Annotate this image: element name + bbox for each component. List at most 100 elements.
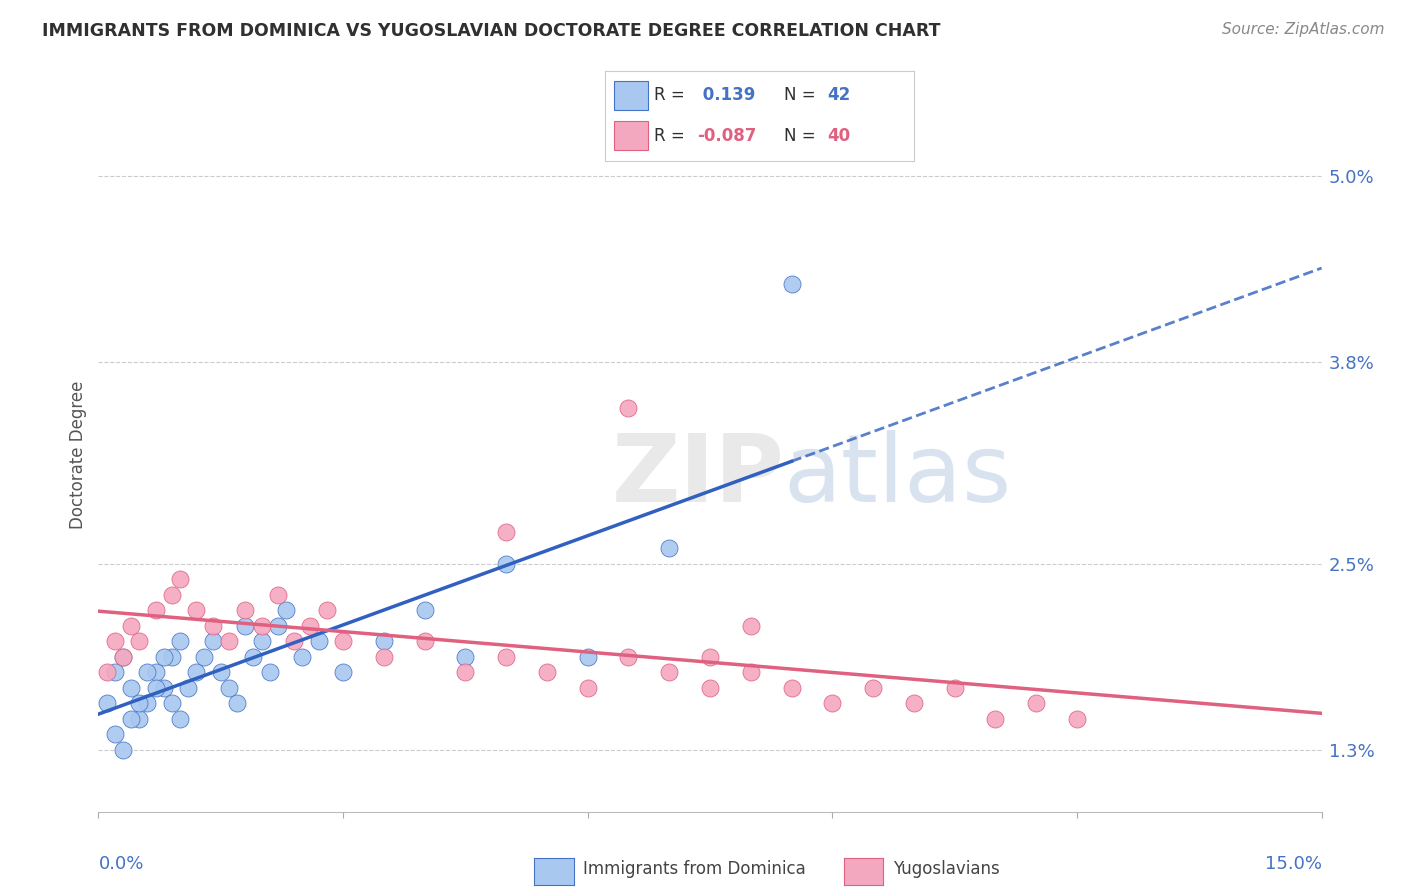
Point <box>903 696 925 710</box>
Point <box>186 603 208 617</box>
Point <box>454 649 477 664</box>
Point <box>1025 696 1047 710</box>
Point <box>120 712 142 726</box>
Bar <box>614 81 648 110</box>
Text: ZIP: ZIP <box>612 430 785 523</box>
Text: 42: 42 <box>827 87 851 104</box>
Point <box>177 681 200 695</box>
Point <box>218 681 240 695</box>
Point <box>145 681 167 695</box>
Point <box>104 634 127 648</box>
Point <box>740 618 762 632</box>
Point <box>576 649 599 664</box>
Point <box>315 603 337 617</box>
Text: 0.0%: 0.0% <box>98 855 143 872</box>
Point <box>128 696 150 710</box>
Point <box>373 649 395 664</box>
Text: IMMIGRANTS FROM DOMINICA VS YUGOSLAVIAN DOCTORATE DEGREE CORRELATION CHART: IMMIGRANTS FROM DOMINICA VS YUGOSLAVIAN … <box>42 22 941 40</box>
Y-axis label: Doctorate Degree: Doctorate Degree <box>69 381 87 529</box>
Point <box>780 681 803 695</box>
Point <box>233 618 256 632</box>
Text: R =: R = <box>654 127 690 145</box>
Point <box>160 696 183 710</box>
Point <box>128 712 150 726</box>
Point <box>193 649 215 664</box>
Text: R =: R = <box>654 87 690 104</box>
Point <box>658 541 681 555</box>
Point <box>780 277 803 292</box>
Point <box>699 649 721 664</box>
Point <box>233 603 256 617</box>
Point <box>299 618 322 632</box>
Point <box>96 665 118 679</box>
Text: Yugoslavians: Yugoslavians <box>893 860 1000 878</box>
Point <box>454 665 477 679</box>
Point <box>136 696 159 710</box>
Text: Immigrants from Dominica: Immigrants from Dominica <box>583 860 806 878</box>
Point <box>1066 712 1088 726</box>
Point <box>332 665 354 679</box>
Text: atlas: atlas <box>783 430 1012 523</box>
Point <box>740 665 762 679</box>
Point <box>576 681 599 695</box>
Point <box>283 634 305 648</box>
Text: Source: ZipAtlas.com: Source: ZipAtlas.com <box>1222 22 1385 37</box>
Point <box>169 634 191 648</box>
Text: 0.139: 0.139 <box>697 87 756 104</box>
Point <box>495 525 517 540</box>
Point <box>111 649 134 664</box>
Point <box>495 649 517 664</box>
Point <box>104 727 127 741</box>
Text: N =: N = <box>785 127 821 145</box>
Text: 15.0%: 15.0% <box>1264 855 1322 872</box>
Point <box>984 712 1007 726</box>
Point <box>943 681 966 695</box>
Point <box>201 634 224 648</box>
Point <box>250 634 273 648</box>
Point <box>495 557 517 571</box>
Point <box>308 634 330 648</box>
Point <box>259 665 281 679</box>
Point <box>152 681 174 695</box>
Text: 40: 40 <box>827 127 851 145</box>
Point <box>267 618 290 632</box>
Point <box>160 649 183 664</box>
Point <box>226 696 249 710</box>
Point <box>536 665 558 679</box>
Text: -0.087: -0.087 <box>697 127 756 145</box>
Point <box>104 665 127 679</box>
Point <box>242 649 264 664</box>
Point <box>96 696 118 710</box>
Point <box>291 649 314 664</box>
Text: N =: N = <box>785 87 821 104</box>
Point <box>821 696 844 710</box>
Point <box>145 603 167 617</box>
Point <box>186 665 208 679</box>
Point <box>413 603 436 617</box>
Point <box>658 665 681 679</box>
Point <box>160 588 183 602</box>
Point <box>274 603 297 617</box>
Point <box>862 681 884 695</box>
Point <box>413 634 436 648</box>
Point <box>169 712 191 726</box>
Point <box>169 572 191 586</box>
Point <box>267 588 290 602</box>
Bar <box>614 121 648 150</box>
Point <box>699 681 721 695</box>
Point <box>120 681 142 695</box>
Point <box>136 665 159 679</box>
Point <box>617 649 640 664</box>
Point <box>332 634 354 648</box>
Point <box>128 634 150 648</box>
Point <box>152 649 174 664</box>
Point <box>373 634 395 648</box>
Point <box>120 618 142 632</box>
Point <box>145 665 167 679</box>
Point <box>201 618 224 632</box>
Point <box>617 401 640 416</box>
Point <box>218 634 240 648</box>
Point <box>250 618 273 632</box>
Point <box>111 742 134 756</box>
Point <box>209 665 232 679</box>
